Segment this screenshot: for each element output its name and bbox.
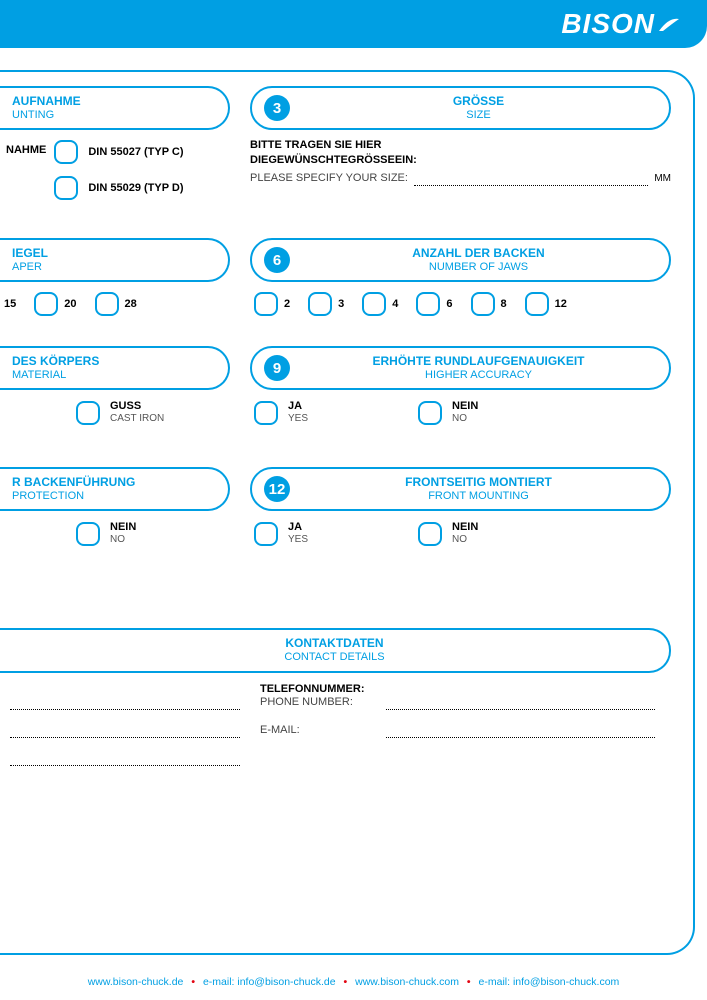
contact-line1-left[interactable] [10, 696, 240, 710]
iegel-title-en: APER [12, 261, 216, 275]
footer-email-com: e-mail: info@bison-chuck.com [479, 976, 620, 988]
checkbox-accuracy-ja[interactable] [254, 401, 278, 425]
contact-line2-left[interactable] [10, 724, 240, 738]
email-input-line[interactable] [386, 728, 655, 738]
front-ja-de: JA [288, 521, 308, 534]
section-head-iegel: IEGEL APER [0, 238, 230, 282]
iegel-20: 20 [64, 298, 76, 310]
footer-url-com: www.bison-chuck.com [355, 976, 459, 988]
section-head-contact: KONTAKTDATEN CONTACT DETAILS [0, 628, 671, 673]
footer-sep-icon: • [344, 976, 348, 988]
size-prompt-en: PLEASE SPECIFY YOUR SIZE: [250, 171, 408, 186]
section-head-backenfuehrung: R BACKENFÜHRUNG PROTECTION [0, 467, 230, 511]
iegel-28: 28 [125, 298, 137, 310]
backen-title-en: NUMBER OF JAWS [300, 261, 657, 275]
checkbox-guss[interactable] [76, 401, 100, 425]
section-head-backen: 6 ANZAHL DER BACKEN NUMBER OF JAWS [250, 238, 671, 282]
checkbox-bf-nein[interactable] [76, 522, 100, 546]
size-unit: MM [654, 172, 671, 186]
checkbox-jaws-12[interactable] [525, 292, 549, 316]
email-label: E-MAIL: [260, 724, 380, 737]
guss-de: GUSS [110, 400, 164, 413]
header-bar: BISON [0, 0, 707, 48]
size-prompt-de2: DIEGEWÜNSCHTEGRÖSSEEIN: [250, 153, 671, 168]
tel-de: TELEFONNUMMER: [260, 683, 380, 696]
section-head-groesse: 3 GRÖSSE SIZE [250, 86, 671, 130]
section-head-aufnahme: AUFNAHME UNTING [0, 86, 230, 130]
jaws-3: 3 [338, 298, 344, 310]
jaws-2: 2 [284, 298, 290, 310]
front-nein-de: NEIN [452, 521, 478, 534]
accuracy-title-en: HIGHER ACCURACY [300, 369, 657, 383]
groesse-title-en: SIZE [300, 109, 657, 123]
checkbox-accuracy-nein[interactable] [418, 401, 442, 425]
bf-nein-en: NO [110, 534, 136, 546]
front-title-en: FRONT MOUNTING [300, 490, 657, 504]
footer: www.bison-chuck.de • e-mail: info@bison-… [0, 976, 707, 988]
front-ja-en: YES [288, 534, 308, 546]
badge-6: 6 [264, 247, 290, 273]
jaws-8: 8 [501, 298, 507, 310]
aufnahme-sub: NAHME [6, 140, 46, 212]
iegel-15: 15 [4, 298, 16, 310]
brand-text: BISON [561, 8, 655, 40]
checkbox-front-ja[interactable] [254, 522, 278, 546]
opt-din55029: DIN 55029 (TYP D) [88, 182, 183, 194]
checkbox-jaws-8[interactable] [471, 292, 495, 316]
front-title-de: FRONTSEITIG MONTIERT [300, 475, 657, 490]
logo-swoosh-icon [659, 17, 679, 31]
footer-url-de: www.bison-chuck.de [88, 976, 184, 988]
accuracy-nein-en: NO [452, 413, 478, 425]
accuracy-ja-de: JA [288, 400, 308, 413]
groesse-title-de: GRÖSSE [300, 94, 657, 109]
checkbox-jaws-3[interactable] [308, 292, 332, 316]
jaws-6: 6 [446, 298, 452, 310]
size-prompt-de1: BITTE TRAGEN SIE HIER [250, 138, 671, 153]
section-head-koerper: DES KÖRPERS MATERIAL [0, 346, 230, 390]
checkbox-jaws-4[interactable] [362, 292, 386, 316]
tel-input-line[interactable] [386, 700, 655, 710]
size-input-line[interactable] [414, 176, 648, 186]
accuracy-ja-en: YES [288, 413, 308, 425]
iegel-title-de: IEGEL [12, 246, 216, 261]
checkbox-iegel-20[interactable] [34, 292, 58, 316]
opt-din55027: DIN 55027 (TYP C) [88, 146, 183, 158]
checkbox-jaws-2[interactable] [254, 292, 278, 316]
jaws-12: 12 [555, 298, 567, 310]
checkbox-din55029[interactable] [54, 176, 78, 200]
tel-en: PHONE NUMBER: [260, 696, 380, 709]
bf-nein-de: NEIN [110, 521, 136, 534]
section-head-front: 12 FRONTSEITIG MONTIERT FRONT MOUNTING [250, 467, 671, 511]
brand-logo: BISON [561, 8, 679, 40]
aufnahme-title-de: AUFNAHME [12, 94, 216, 109]
checkbox-jaws-6[interactable] [416, 292, 440, 316]
accuracy-nein-de: NEIN [452, 400, 478, 413]
jaws-4: 4 [392, 298, 398, 310]
footer-email-de: e-mail: info@bison-chuck.de [203, 976, 336, 988]
page-frame: AUFNAHME UNTING NAHME DIN 55027 (TYP C) [0, 70, 695, 955]
contact-title-de: KONTAKTDATEN [12, 636, 657, 651]
front-nein-en: NO [452, 534, 478, 546]
koerper-title-de: DES KÖRPERS [12, 354, 216, 369]
contact-title-en: CONTACT DETAILS [12, 651, 657, 665]
badge-12: 12 [264, 476, 290, 502]
bf-title-de: R BACKENFÜHRUNG [12, 475, 216, 490]
badge-9: 9 [264, 355, 290, 381]
backen-options: 2 3 4 6 8 12 [250, 282, 671, 316]
accuracy-title-de: ERHÖHTE RUNDLAUFGENAUIGKEIT [300, 354, 657, 369]
contact-line3-left[interactable] [10, 752, 240, 766]
guss-en: CAST IRON [110, 413, 164, 425]
backen-title-de: ANZAHL DER BACKEN [300, 246, 657, 261]
iegel-options: 15 20 28 [0, 282, 230, 316]
aufnahme-title-en: UNTING [12, 109, 216, 123]
footer-sep-icon: • [191, 976, 195, 988]
bf-title-en: PROTECTION [12, 490, 216, 504]
koerper-title-en: MATERIAL [12, 369, 216, 383]
badge-3: 3 [264, 95, 290, 121]
checkbox-front-nein[interactable] [418, 522, 442, 546]
checkbox-din55027[interactable] [54, 140, 78, 164]
section-head-accuracy: 9 ERHÖHTE RUNDLAUFGENAUIGKEIT HIGHER ACC… [250, 346, 671, 390]
checkbox-iegel-28[interactable] [95, 292, 119, 316]
footer-sep-icon: • [467, 976, 471, 988]
